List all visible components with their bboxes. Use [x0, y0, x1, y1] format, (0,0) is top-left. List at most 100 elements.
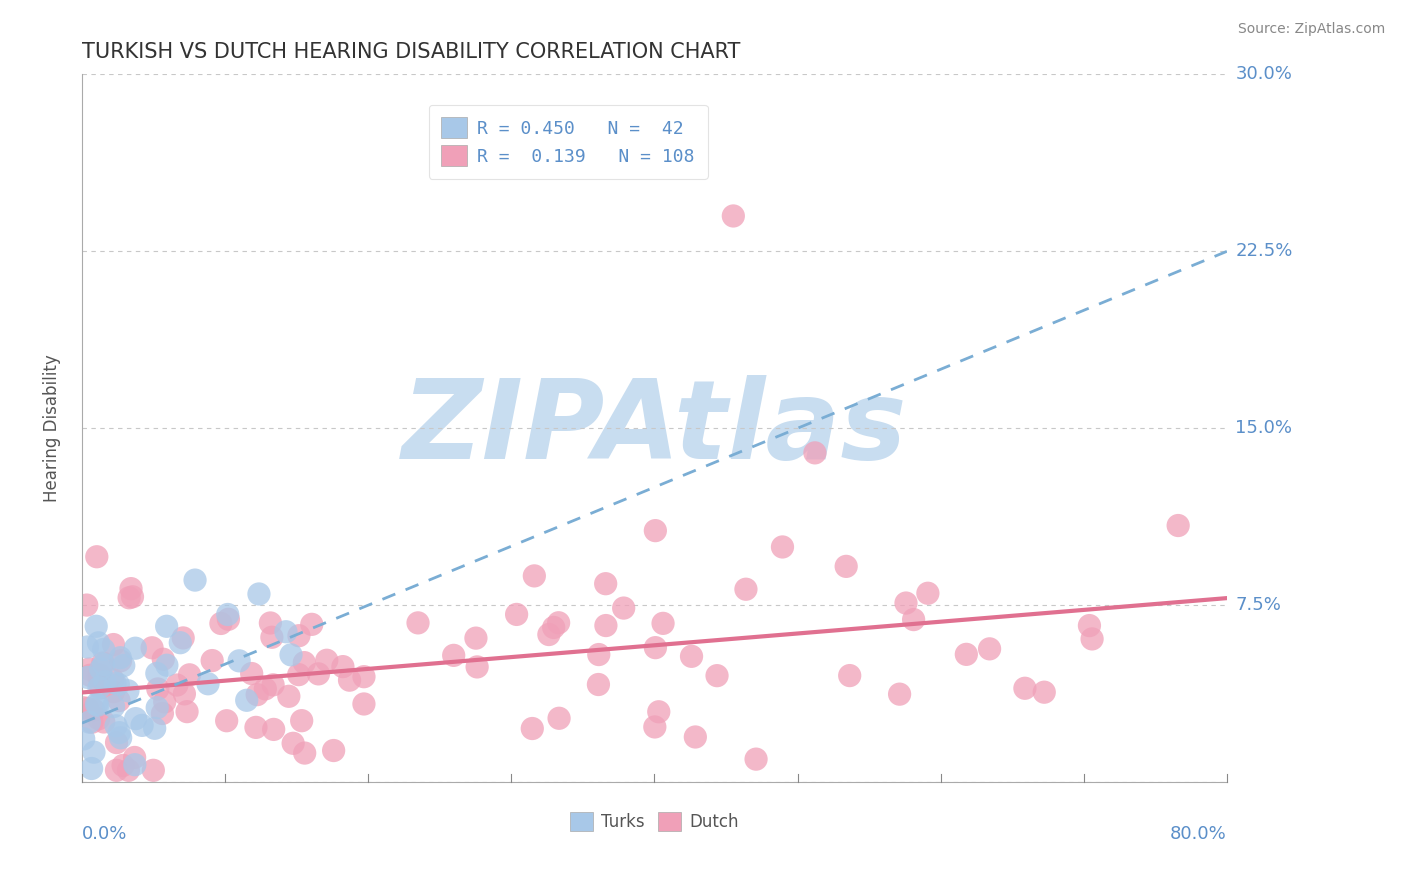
Point [110, 731, 132, 745]
Point [332, 659, 354, 673]
Text: 7.5%: 7.5% [1236, 596, 1281, 615]
Point [281, 736, 304, 750]
Point [76, 598, 98, 612]
Point [215, 714, 238, 728]
Point [110, 654, 132, 668]
Text: Source: ZipAtlas.com: Source: ZipAtlas.com [1237, 22, 1385, 37]
Point [176, 705, 198, 719]
Point [104, 676, 127, 690]
Point [197, 677, 219, 691]
Point [1167, 518, 1189, 533]
Point [644, 524, 666, 538]
Point [652, 616, 675, 631]
Point [1081, 632, 1104, 646]
Point [889, 687, 911, 701]
Point [152, 652, 174, 666]
Point [83, 703, 105, 717]
Point [79, 668, 101, 682]
Point [117, 683, 139, 698]
Point [838, 668, 860, 682]
Point [917, 586, 939, 600]
Point [353, 697, 375, 711]
Point [89, 671, 111, 685]
Point [745, 752, 768, 766]
Point [240, 666, 263, 681]
Point [80, 715, 103, 730]
Point [86, 698, 108, 713]
Point [260, 630, 283, 644]
Point [955, 648, 977, 662]
Point [142, 764, 165, 778]
Point [152, 706, 174, 721]
Point [291, 714, 314, 728]
Point [406, 615, 429, 630]
Point [903, 613, 925, 627]
Point [131, 718, 153, 732]
Point [86, 549, 108, 564]
Point [523, 569, 546, 583]
Point [292, 656, 315, 670]
Legend: Turks, Dutch: Turks, Dutch [562, 805, 747, 838]
Point [235, 693, 257, 707]
Point [315, 653, 337, 667]
Point [254, 681, 277, 696]
Text: 15.0%: 15.0% [1236, 419, 1292, 437]
Point [84, 619, 107, 633]
Point [90, 681, 112, 695]
Point [166, 678, 188, 692]
Point [105, 764, 128, 778]
Point [217, 612, 239, 626]
Point [179, 668, 201, 682]
Point [146, 681, 169, 696]
Point [543, 620, 565, 634]
Point [259, 615, 281, 630]
Point [201, 654, 224, 668]
Point [228, 654, 250, 668]
Point [103, 638, 125, 652]
Point [108, 693, 131, 707]
Point [1033, 685, 1056, 699]
Point [110, 650, 132, 665]
Point [146, 666, 169, 681]
Point [723, 209, 745, 223]
Point [217, 607, 239, 622]
Point [322, 743, 344, 757]
Point [94, 674, 117, 689]
Point [117, 764, 139, 778]
Text: 80.0%: 80.0% [1170, 824, 1227, 843]
Point [339, 673, 361, 688]
Point [772, 540, 794, 554]
Point [153, 695, 176, 709]
Point [274, 624, 297, 639]
Point [263, 723, 285, 737]
Point [156, 619, 179, 633]
Point [105, 735, 128, 749]
Point [685, 730, 707, 744]
Point [103, 699, 125, 714]
Point [87, 636, 110, 650]
Point [613, 601, 636, 615]
Point [595, 576, 617, 591]
Point [118, 591, 141, 605]
Point [1078, 618, 1101, 632]
Point [301, 617, 323, 632]
Point [835, 559, 858, 574]
Point [101, 673, 124, 687]
Point [76, 670, 98, 684]
Point [262, 678, 284, 692]
Point [307, 666, 329, 681]
Point [588, 677, 610, 691]
Point [246, 688, 269, 702]
Point [76, 640, 98, 654]
Point [91, 656, 114, 670]
Point [443, 648, 465, 663]
Point [522, 722, 544, 736]
Point [73, 731, 96, 746]
Point [294, 746, 316, 760]
Point [72, 700, 94, 714]
Point [247, 587, 270, 601]
Point [735, 582, 758, 597]
Point [595, 618, 617, 632]
Point [124, 750, 146, 764]
Point [143, 721, 166, 735]
